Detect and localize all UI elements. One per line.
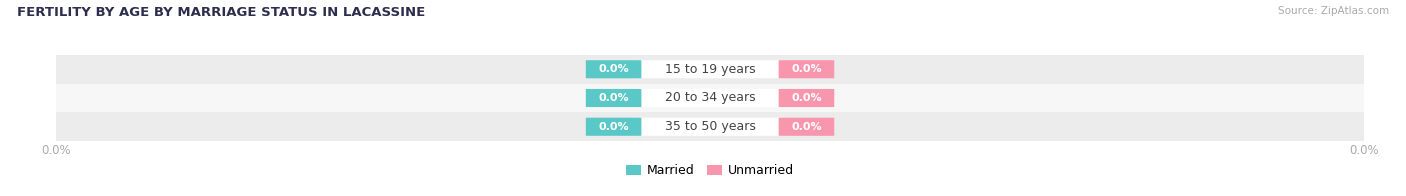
FancyBboxPatch shape [779,89,834,107]
Text: FERTILITY BY AGE BY MARRIAGE STATUS IN LACASSINE: FERTILITY BY AGE BY MARRIAGE STATUS IN L… [17,6,425,19]
FancyBboxPatch shape [779,60,834,78]
Bar [56,55,1364,84]
FancyBboxPatch shape [586,60,641,78]
Text: 15 to 19 years: 15 to 19 years [665,63,755,76]
Text: 20 to 34 years: 20 to 34 years [665,92,755,104]
Bar [56,84,1364,112]
FancyBboxPatch shape [636,60,785,78]
Text: 0.0%: 0.0% [792,64,821,74]
FancyBboxPatch shape [586,89,641,107]
FancyBboxPatch shape [636,89,785,107]
FancyBboxPatch shape [779,118,834,136]
Bar [56,112,1364,141]
Legend: Married, Unmarried: Married, Unmarried [620,159,800,182]
FancyBboxPatch shape [586,118,641,136]
Text: 0.0%: 0.0% [792,122,821,132]
Text: 35 to 50 years: 35 to 50 years [665,120,755,133]
Text: Source: ZipAtlas.com: Source: ZipAtlas.com [1278,6,1389,16]
Text: 0.0%: 0.0% [599,122,628,132]
FancyBboxPatch shape [636,118,785,136]
Text: 0.0%: 0.0% [792,93,821,103]
Text: 0.0%: 0.0% [599,64,628,74]
Text: 0.0%: 0.0% [599,93,628,103]
